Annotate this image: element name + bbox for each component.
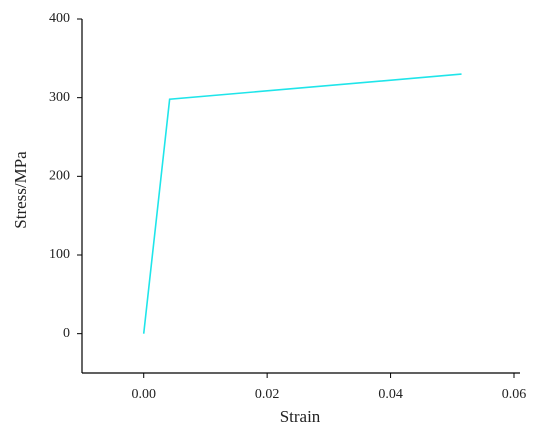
line xyxy=(142,73,462,334)
x-tick-label: 0.06 xyxy=(502,387,527,402)
y-axis-title: Stress/MPa xyxy=(11,151,30,229)
x-tick-label: 0.02 xyxy=(255,387,280,402)
y-tick-label: 100 xyxy=(49,247,70,262)
x-tick-label: 0.04 xyxy=(378,387,403,402)
y-tick-label: 200 xyxy=(49,169,70,184)
x-tick-label: 0.00 xyxy=(131,387,156,402)
y-tick-label: 300 xyxy=(49,90,70,105)
y-tick-label: 0 xyxy=(63,326,70,341)
x-axis-title: Strain xyxy=(280,407,321,426)
y-tick-label: 400 xyxy=(49,11,70,26)
